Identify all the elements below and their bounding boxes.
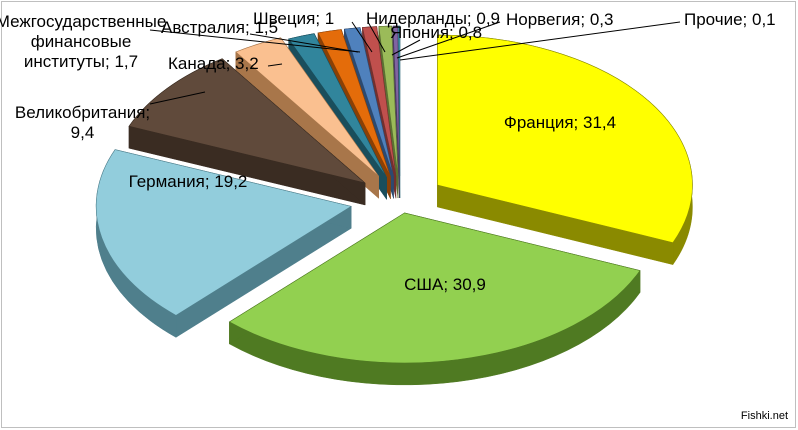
pie-slice-9	[378, 25, 399, 177]
pie-slice-0	[437, 34, 693, 243]
data-label-7: Швеция; 1	[253, 9, 334, 28]
pie-slice-10	[392, 25, 400, 177]
data-label-10: Норвегия; 0,3	[506, 10, 613, 29]
data-label-11: Прочие; 0,1	[684, 10, 776, 29]
leader-line-6	[249, 33, 359, 53]
leader-line-11	[399, 21, 681, 61]
pie-slice-3	[128, 58, 366, 184]
leader-line-3	[149, 91, 206, 105]
data-label-2: Германия; 19,2	[129, 172, 248, 191]
pie-slice-5	[288, 33, 387, 178]
pie-slice-11	[397, 25, 401, 177]
data-label-6: Австралия; 1,5	[161, 18, 278, 37]
data-label-0: Франция; 31,4	[504, 113, 616, 132]
leader-line-5	[149, 29, 361, 53]
data-label-8: Нидерланды; 0,9	[366, 9, 500, 28]
leader-line-10	[396, 21, 501, 59]
leader-line-9	[391, 39, 421, 56]
pie-slice-8	[362, 26, 397, 177]
data-label-3: Великобритания; 9,4	[15, 103, 150, 142]
leader-line-8	[367, 21, 386, 53]
leader-line-4	[267, 63, 283, 67]
pie-slice-7	[343, 27, 394, 177]
pie-slice-2	[95, 149, 352, 316]
pie-slice-6	[317, 29, 391, 177]
data-label-5: Межгосударственные финансовые институты; 1…	[0, 12, 166, 71]
data-label-9: Япония; 0,8	[390, 23, 482, 42]
data-label-4: Канада; 3,2	[168, 54, 259, 73]
data-label-1: США; 30,9	[404, 275, 486, 294]
pie-slice-4	[235, 37, 379, 177]
watermark: Fishki.net	[740, 410, 788, 422]
leader-line-7	[351, 21, 373, 53]
pie-slice-1	[228, 212, 641, 364]
